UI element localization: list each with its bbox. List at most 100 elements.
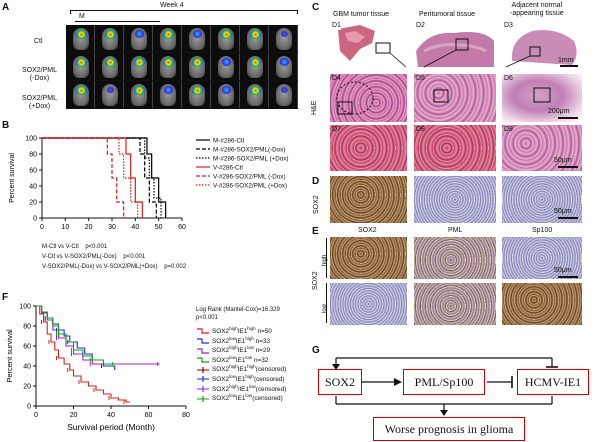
legend-text-main: SOX2 [212, 337, 230, 345]
legend-text-sup2: low [248, 383, 256, 389]
mouse-image [182, 81, 211, 108]
tile-d-sox2-peri [414, 176, 496, 223]
legend-text-sup1: low [229, 374, 236, 379]
legend-row: SOX2lowIE1high(censored) [196, 372, 284, 383]
mouse-image [240, 81, 269, 108]
y-tick-label: 0 [33, 216, 37, 223]
legend-swatch [197, 385, 209, 392]
series-line [42, 137, 162, 218]
panel-label-d: D [312, 176, 320, 187]
mouse-image [182, 53, 211, 80]
legend-text-main: SOX2 [212, 395, 230, 403]
mouse-image [153, 25, 182, 52]
box-worse-prognosis: Worse prognosis in glioma [373, 417, 525, 441]
series-line [42, 137, 139, 218]
mouse-image [153, 53, 182, 80]
tile-d9: D9 50μm [502, 125, 582, 171]
box-hcmv-ie1: HCMV-IE1 [517, 369, 589, 395]
bioluminescence-signal [250, 30, 261, 39]
legend-swatch [197, 328, 209, 334]
survival-curve [36, 305, 115, 365]
x-tick-label: 80 [182, 412, 190, 419]
legend-text-tail: (censored) [255, 385, 287, 393]
legend-label: V-#286-SOX2/PML (+Dox) [213, 183, 287, 190]
series-line [42, 137, 143, 218]
scale-200um: 200μm [548, 108, 570, 115]
bioluminescence-signal [163, 58, 174, 67]
y-tick-label: 60 [23, 344, 31, 351]
tile-d7: D7 [330, 125, 407, 171]
scale-50um-c: 50μm [554, 157, 572, 164]
mouse-body [102, 84, 118, 106]
legend-label: M-#286-Ctl [213, 138, 244, 145]
mouse-body [276, 84, 292, 106]
legend-text-sup2: high [247, 364, 256, 370]
x-tick-label: 0 [40, 224, 44, 231]
bioluminescence-signal [76, 30, 87, 39]
panel-label-e: E [312, 226, 319, 237]
bioluminescence-signal [105, 30, 116, 39]
legend-step-line [197, 347, 209, 354]
legend-text-sup1: low [229, 393, 236, 399]
col-title-gbm: GBM tumor tissue [333, 11, 390, 18]
bioluminescence-signal [134, 86, 145, 95]
survival-curve [36, 305, 160, 365]
legend-text-main: SOX2 [212, 385, 230, 393]
y-tick-label: 100 [25, 136, 37, 143]
survival-curve [36, 305, 130, 403]
panel-f-p-value: p<0.001 [196, 315, 218, 321]
x-tick-label: 50 [155, 224, 163, 231]
bioluminescence-signal [76, 86, 87, 95]
mouse-image [124, 25, 153, 52]
mouse-image [66, 25, 95, 52]
panel-label-c: C [312, 2, 320, 13]
row-label-sox2pml-plus-dox: SOX2/PML (+Dox) [22, 95, 58, 110]
y-tick-label: 100 [19, 304, 31, 311]
row-label-ctl: Ctl [34, 38, 43, 45]
scale-50um-e: 50μm [554, 267, 572, 274]
tile-d-sox2-adj: 50μm [502, 176, 582, 223]
mouse-image [182, 25, 211, 52]
legend-text-sup1: high [229, 326, 238, 331]
panel-a-m-underline [75, 21, 160, 22]
x-tick-label: 0 [34, 412, 38, 419]
legend-row: SOX2highIE1low n=29 [196, 343, 270, 355]
mouse-image [211, 25, 240, 52]
tile-d6: D6 200μm [502, 74, 582, 122]
scale-50um-d: 50μm [554, 208, 572, 215]
mouse-image [269, 25, 298, 52]
level-divider-low [326, 283, 327, 323]
scale-bar-200um [558, 117, 578, 119]
tile-d2: D2 [414, 21, 496, 68]
series-line [42, 137, 157, 218]
mouse-image [240, 53, 269, 80]
legend-text-mid: IE1 [237, 366, 248, 374]
y-tick-label: 0 [27, 404, 31, 411]
legend-text-mid: /IE1 [237, 385, 249, 393]
tile-e-sox2-low [330, 283, 407, 325]
tile-e-sp100-low [502, 283, 582, 325]
legend-text-main: SOX2 [212, 366, 230, 374]
legend-text-sup1: high [229, 345, 238, 351]
x-tick-label: 20 [85, 224, 93, 231]
panel-d-row-label: SOX2 [313, 195, 320, 214]
legend-text-main: SOX2 [212, 328, 230, 335]
mouse-image [269, 53, 298, 80]
bioluminescence-signal [281, 87, 288, 93]
y-tick-label: 20 [29, 200, 37, 207]
bioluminescence-signal [221, 30, 232, 39]
y-tick-label: 60 [29, 168, 37, 175]
mouse-image [95, 81, 124, 108]
legend-label: V-#286-Ctl [213, 165, 243, 172]
legend-label: V-#286-SOX2/PML (-Dox) [213, 174, 286, 181]
legend-text-sup2: low [245, 393, 253, 399]
legend-step-line [197, 328, 209, 334]
legend-text-main: SOX2 [212, 356, 230, 364]
series-line [42, 137, 167, 218]
legend-text-sup1: low [229, 335, 236, 341]
legend-text-main: SOX2 [212, 347, 230, 355]
legend-step-line [197, 338, 209, 344]
bioluminescence-signal [250, 58, 261, 67]
panel-label-f: F [2, 292, 9, 303]
x-tick-label: 10 [61, 224, 69, 231]
